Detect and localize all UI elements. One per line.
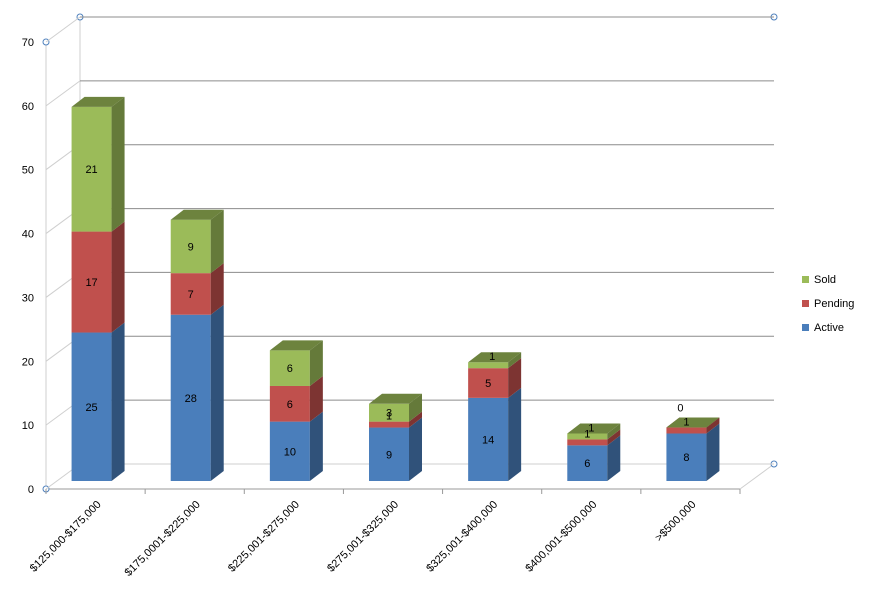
bar-active-side [508, 387, 522, 481]
data-label-sold: 9 [188, 241, 194, 253]
bar-active-side [607, 435, 621, 481]
data-label-active: 14 [482, 434, 494, 446]
bar-pending-front [269, 385, 310, 422]
bar-sold-top [170, 209, 224, 220]
bar-pending-side [111, 221, 125, 333]
bar-active-side [706, 423, 720, 481]
data-label-active: 8 [683, 452, 689, 464]
bar-pending-side [409, 411, 422, 428]
data-label-active: 25 [85, 402, 97, 414]
y-tick-label: 50 [22, 165, 34, 177]
bar-sold-side [309, 340, 323, 386]
data-label-active: 9 [386, 449, 392, 461]
data-label-pending: 17 [85, 277, 97, 289]
bar-pending-side [309, 375, 323, 422]
bar-sold-side [508, 352, 522, 369]
bar-active-front [71, 332, 112, 481]
bar-active-front [369, 427, 409, 481]
legend-label-pending: Pending [814, 298, 854, 310]
bar-sold-side [210, 209, 224, 274]
data-label-sold: 3 [386, 408, 392, 420]
bar-sold-top [468, 352, 522, 363]
x-tick-label: $225,001-$275,000 [226, 499, 302, 575]
bar-sold-front [468, 362, 509, 369]
y-tick-label: 0 [28, 484, 34, 496]
y-tick-label: 30 [22, 292, 34, 304]
y-tick-label: 60 [22, 101, 34, 113]
x-tick-label: $325,001-$400,000 [424, 499, 500, 575]
legend-swatch-active [802, 324, 809, 331]
bar-active-side [111, 322, 125, 481]
y-axis: 0 10 20 30 40 50 60 70 [22, 37, 34, 496]
data-label-sold: 21 [85, 164, 97, 176]
y-tick-label: 10 [22, 420, 34, 432]
bar-sold-top [666, 417, 720, 428]
bars [71, 96, 720, 481]
bar-sold-top [269, 340, 323, 351]
bar-sold-top [71, 96, 125, 107]
y-tick-label: 20 [22, 356, 34, 368]
legend: Sold Pending Active [802, 274, 854, 334]
data-label-active: 28 [185, 393, 197, 405]
data-label-pending: 1 [683, 417, 689, 429]
bar-sold-side [111, 96, 125, 232]
data-label-sold: 1 [588, 422, 594, 434]
data-label-sold: 6 [287, 363, 293, 375]
x-axis: $125,000-$175,000 $175,0001-$225,000 $225,… [28, 489, 741, 579]
bar-pending-front [468, 368, 509, 398]
bar-sold-front [369, 403, 409, 422]
x-tick-label: >$500,000 [653, 499, 698, 544]
bar-active-front [468, 397, 509, 481]
bar-pending-front [369, 421, 409, 428]
gridline-diagonal [45, 80, 81, 107]
data-label-pending: 1 [584, 428, 590, 440]
bar-sold-top [567, 423, 621, 434]
bar-active-front [269, 421, 310, 481]
bar-sold-front [567, 433, 608, 440]
legend-swatch-sold [802, 276, 809, 283]
data-label-pending: 5 [485, 378, 491, 390]
bar-active-front [170, 314, 211, 481]
gridline-diagonal [45, 16, 81, 43]
bar-pending-side [210, 263, 224, 315]
data-label-pending: 1 [386, 411, 392, 423]
bar-pending-side [508, 358, 522, 398]
data-label-sold: 1 [489, 351, 495, 363]
bar-pending-side [607, 429, 621, 446]
legend-swatch-pending [802, 300, 809, 307]
data-label-active: 6 [584, 458, 590, 470]
bar-sold-top [369, 393, 422, 404]
bar-active-front [567, 445, 608, 481]
legend-label-sold: Sold [814, 274, 836, 286]
bar-active-side [210, 304, 224, 481]
bar-active-front [666, 433, 707, 481]
bar-active-side [409, 417, 422, 481]
x-tick-label: $125,000-$175,000 [28, 499, 104, 575]
x-tick-label: $275,001-$325,000 [325, 499, 401, 575]
bar-pending-side [706, 417, 720, 434]
bar-pending-front [567, 439, 608, 446]
y-tick-label: 40 [22, 229, 34, 241]
bar-pending-front [666, 427, 707, 434]
x-tick-label: $175,0001-$225,000 [123, 499, 203, 579]
data-label-pending: 6 [287, 399, 293, 411]
data-label-active: 10 [284, 446, 296, 458]
bar-active-side [309, 411, 323, 481]
y-tick-label: 70 [22, 37, 34, 49]
floor-right-edge [739, 463, 775, 490]
bar-sold-front [71, 106, 112, 232]
bar-sold-side [607, 423, 621, 440]
bar-pending-front [71, 231, 112, 333]
data-label-sold: 0 [677, 403, 683, 415]
data-label-pending: 7 [188, 289, 194, 301]
bar-pending-front [170, 273, 211, 315]
bar-sold-front [269, 350, 310, 386]
x-tick-label: $400,001-$500,000 [523, 499, 599, 575]
bar-sold-side [409, 393, 422, 422]
bar-sold-front [170, 219, 211, 274]
legend-label-active: Active [814, 322, 844, 334]
